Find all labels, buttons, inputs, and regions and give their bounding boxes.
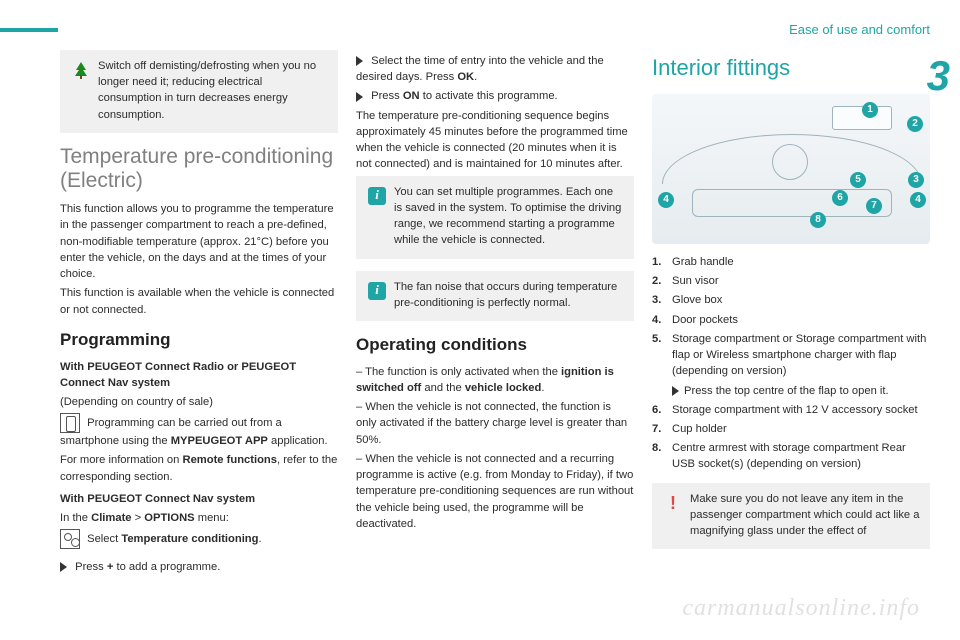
- tree-icon: [70, 59, 92, 81]
- paragraph: (Depending on country of sale): [60, 394, 338, 410]
- list-item: – When the vehicle is not connected and …: [356, 451, 634, 532]
- text: and the: [421, 382, 465, 394]
- text-bold: MYPEUGEOT APP: [171, 435, 268, 447]
- text: .: [474, 71, 477, 83]
- climate-icon: [60, 529, 80, 549]
- text: For more information on: [60, 454, 183, 466]
- info-icon: i: [366, 280, 388, 302]
- watermark: carmanualsonline.info: [682, 595, 920, 622]
- text: .: [541, 382, 544, 394]
- text: to add a programme.: [113, 561, 220, 573]
- legend-item: Glove box: [652, 292, 930, 308]
- info-callout-2: i The fan noise that occurs during tempe…: [356, 271, 634, 321]
- bold-line: With PEUGEOT Connect Nav system: [60, 491, 338, 507]
- text-bold: Remote functions: [183, 454, 277, 466]
- column-2: Select the time of entry into the vehicl…: [356, 50, 634, 610]
- paragraph: Select Temperature conditioning.: [60, 529, 338, 549]
- legend-extra: Press the top centre of the flap to open…: [672, 383, 930, 399]
- text: Press: [371, 90, 403, 102]
- phone-icon: [60, 413, 80, 433]
- info-icon: i: [366, 185, 388, 207]
- triangle-bullet-icon: [60, 562, 67, 572]
- paragraph: Programming can be carried out from a sm…: [60, 413, 338, 449]
- text: In the: [60, 512, 91, 524]
- page-content: Switch off demisting/defrosting when you…: [60, 50, 930, 610]
- diagram-marker: 8: [810, 212, 826, 228]
- text: to activate this programme.: [420, 90, 558, 102]
- diagram-marker: 1: [862, 102, 878, 118]
- interior-diagram: 1 2 3 4 4 56 7 8: [652, 94, 930, 244]
- bold-line: With PEUGEOT Connect Radio or PEUGEOT Co…: [60, 359, 338, 391]
- diagram-marker: 3: [908, 172, 924, 188]
- diagram-marker: 6: [832, 190, 848, 206]
- paragraph: Press + to add a programme.: [60, 559, 338, 575]
- paragraph: For more information on Remote functions…: [60, 452, 338, 484]
- legend-list: Grab handle Sun visor Glove box Door pocket…: [652, 254, 930, 473]
- text: Select the time of entry into the vehicl…: [356, 55, 604, 83]
- text-bold: Climate: [91, 512, 131, 524]
- text: – The function is only activated when th…: [356, 366, 561, 378]
- diagram-marker: 2: [907, 116, 923, 132]
- text: >: [132, 512, 145, 524]
- header-section-title: Ease of use and comfort: [789, 22, 930, 37]
- list-item: – When the vehicle is not connected, the…: [356, 399, 634, 448]
- triangle-bullet-icon: [356, 56, 363, 66]
- text-bold: OK: [457, 71, 474, 83]
- list-item: – The function is only activated when th…: [356, 364, 634, 396]
- column-1: Switch off demisting/defrosting when you…: [60, 50, 338, 610]
- legend-item: Storage compartment or Storage compartme…: [652, 331, 930, 399]
- header-accent-bar: [0, 28, 58, 32]
- section-heading-preconditioning: Temperature pre-conditioning (Electric): [60, 145, 338, 193]
- legend-item: Cup holder: [652, 421, 930, 437]
- section-heading-interior: Interior fittings: [652, 52, 930, 84]
- info-callout-text: You can set multiple programmes. Each on…: [394, 184, 624, 249]
- warning-icon: !: [662, 492, 684, 514]
- paragraph: In the Climate > OPTIONS menu:: [60, 510, 338, 526]
- text-bold: OPTIONS: [144, 512, 194, 524]
- text-bold: Temperature conditioning: [121, 533, 258, 545]
- text-bold: ON: [403, 90, 420, 102]
- legend-item: Sun visor: [652, 273, 930, 289]
- legend-item: Centre armrest with storage compartment …: [652, 440, 930, 472]
- warning-callout-text: Make sure you do not leave any item in t…: [690, 491, 920, 540]
- diagram-marker: 7: [866, 198, 882, 214]
- eco-callout-text: Switch off demisting/defrosting when you…: [98, 58, 328, 123]
- text: Press: [75, 561, 107, 573]
- text: application.: [268, 435, 328, 447]
- diagram-marker: 4: [910, 192, 926, 208]
- subheading-operating: Operating conditions: [356, 333, 634, 358]
- info-callout-text: The fan noise that occurs during tempera…: [394, 279, 624, 311]
- info-callout-1: i You can set multiple programmes. Each …: [356, 176, 634, 259]
- chapter-number: 3: [927, 52, 950, 100]
- text-bold: vehicle locked: [465, 382, 542, 394]
- text: Press the top centre of the flap to open…: [684, 385, 889, 397]
- legend-item: Storage compartment with 12 V accessory …: [652, 402, 930, 418]
- diagram-marker: 5: [850, 172, 866, 188]
- eco-callout: Switch off demisting/defrosting when you…: [60, 50, 338, 133]
- column-3: Interior fittings 1 2 3 4 4 56 7 8 Grab handle S…: [652, 50, 930, 610]
- paragraph: Press ON to activate this programme.: [356, 88, 634, 104]
- paragraph: Select the time of entry into the vehicl…: [356, 53, 634, 85]
- triangle-bullet-icon: [672, 386, 679, 396]
- text: Select: [87, 533, 121, 545]
- warning-callout: ! Make sure you do not leave any item in…: [652, 483, 930, 550]
- legend-item: Door pockets: [652, 312, 930, 328]
- diagram-marker: 4: [658, 192, 674, 208]
- paragraph: This function allows you to programme th…: [60, 201, 338, 282]
- text: menu:: [195, 512, 229, 524]
- text: .: [258, 533, 261, 545]
- paragraph: This function is available when the vehi…: [60, 285, 338, 317]
- triangle-bullet-icon: [356, 92, 363, 102]
- legend-item: Grab handle: [652, 254, 930, 270]
- subheading-programming: Programming: [60, 328, 338, 353]
- paragraph: The temperature pre-conditioning sequenc…: [356, 108, 634, 173]
